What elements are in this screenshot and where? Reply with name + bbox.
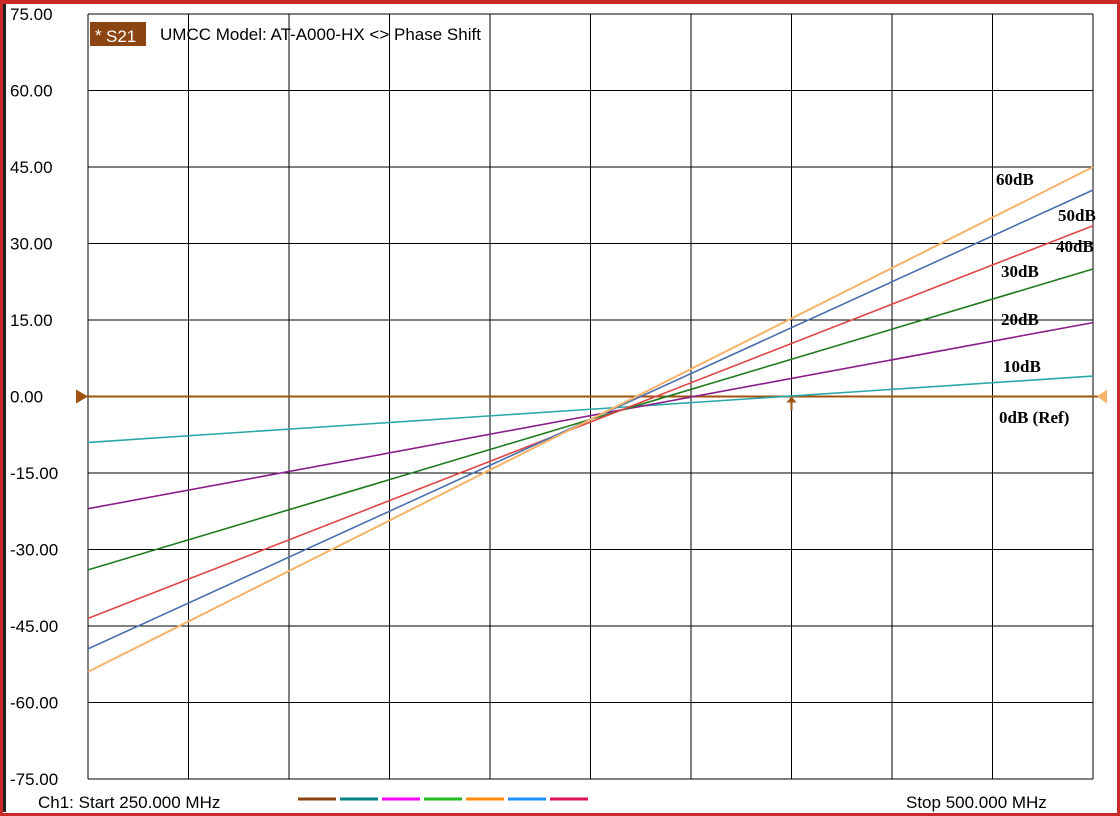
trace-label: 30dB	[1001, 262, 1039, 281]
y-tick-label: -30.00	[10, 541, 58, 560]
start-frequency-label: Ch1: Start 250.000 MHz	[38, 793, 220, 812]
y-tick-label: -15.00	[10, 464, 58, 483]
y-tick-label: -60.00	[10, 694, 58, 713]
trace-20dB	[87, 321, 1094, 510]
trace-label: 0dB (Ref)	[999, 408, 1069, 427]
trace-label: 20dB	[1001, 310, 1039, 329]
trace-lines	[87, 166, 1094, 673]
reference-left-arrow	[76, 389, 88, 404]
marker-arrowhead	[786, 396, 797, 403]
trace-label: 50dB	[1058, 206, 1096, 225]
trace-60dB	[87, 166, 1094, 673]
trace-badge-bg[interactable]	[90, 22, 146, 46]
y-tick-label: -75.00	[10, 770, 58, 789]
stop-frequency-label: Stop 500.000 MHz	[906, 793, 1047, 812]
y-tick-label: 60.00	[10, 82, 53, 101]
chart-title: UMCC Model: AT-A000-HX <> Phase Shift	[160, 25, 481, 44]
trace-label: 10dB	[1003, 357, 1041, 376]
y-tick-label: 75.00	[10, 5, 53, 24]
trace-labels: 60dB 50dB 40dB 30dB 20dB 10dB 0dB (Ref)	[996, 170, 1096, 427]
y-tick-label: 15.00	[10, 311, 53, 330]
y-tick-label: 45.00	[10, 158, 53, 177]
y-tick-label: 0.00	[10, 388, 43, 407]
trace-badge-label[interactable]: S21	[106, 27, 136, 46]
y-tick-label: -45.00	[10, 617, 58, 636]
reference-right-arrow	[1097, 389, 1107, 404]
reference-line-group	[76, 389, 1107, 411]
trace-label: 40dB	[1056, 237, 1094, 256]
window-left-edge	[3, 4, 6, 812]
trace-badge-marker: *	[95, 26, 102, 45]
y-axis-tick-labels: 75.00 60.00 45.00 30.00 15.00 0.00 -15.00 -30.0…	[10, 5, 58, 789]
trace-10dB	[87, 375, 1094, 444]
trace-40dB	[87, 224, 1094, 620]
y-tick-label: 30.00	[10, 235, 53, 254]
trace-label: 60dB	[996, 170, 1034, 189]
